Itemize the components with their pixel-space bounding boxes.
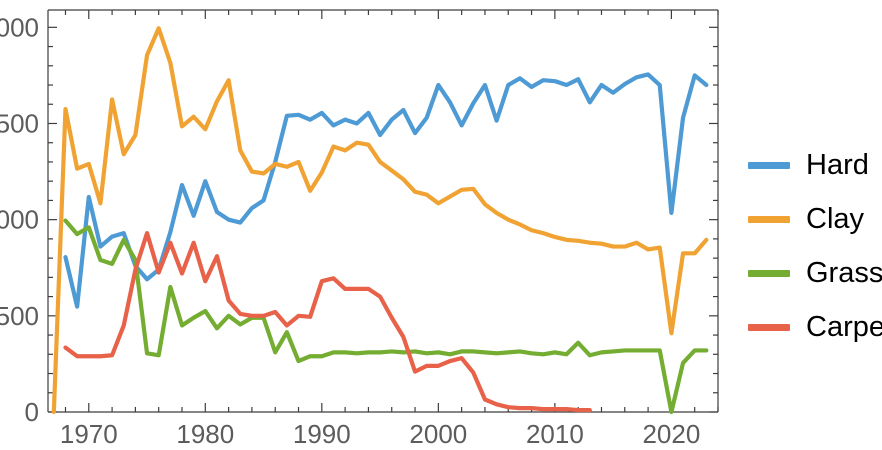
legend-item-carpet[interactable]: Carpet	[748, 300, 882, 354]
data-series-group	[51, 26, 709, 415]
x-tick-label: 2000	[409, 419, 467, 449]
legend-item-clay[interactable]: Clay	[748, 192, 882, 246]
series-line-hard	[63, 72, 709, 309]
y-tick-label: 500	[0, 301, 39, 331]
chart-legend: Hard Clay Grass Carpet	[748, 138, 882, 354]
x-tick-label: 2020	[642, 419, 700, 449]
y-tick-label: 0	[25, 397, 39, 427]
legend-item-grass[interactable]: Grass	[748, 246, 882, 300]
x-tick-label: 1990	[293, 419, 351, 449]
legend-label: Grass	[806, 256, 882, 289]
y-tick-label: 2000	[0, 12, 39, 42]
legend-swatch-icon	[748, 323, 790, 331]
y-tick-label: 1000	[0, 205, 39, 235]
x-tick-label: 2010	[526, 419, 584, 449]
legend-label: Clay	[806, 202, 865, 235]
legend-swatch-icon	[748, 161, 790, 169]
legend-label: Hard	[806, 148, 869, 181]
series-line-grass	[63, 218, 709, 415]
y-axis-ticks	[48, 26, 718, 413]
legend-label: Carpet	[806, 310, 882, 343]
y-axis-tick-labels: 0 500 1000 1500 2000	[0, 12, 39, 427]
plot-frame	[47, 9, 719, 413]
x-tick-label: 1980	[176, 419, 234, 449]
x-axis-ticks	[64, 10, 719, 412]
x-tick-label: 1970	[60, 419, 118, 449]
legend-item-hard[interactable]: Hard	[748, 138, 882, 192]
y-tick-label: 1500	[0, 108, 39, 138]
series-line-clay	[51, 26, 709, 415]
legend-swatch-icon	[748, 215, 790, 223]
legend-swatch-icon	[748, 269, 790, 277]
series-line-carpet	[63, 231, 592, 413]
x-axis-tick-labels: 1970 1980 1990 2000 2010 2020	[60, 419, 700, 449]
